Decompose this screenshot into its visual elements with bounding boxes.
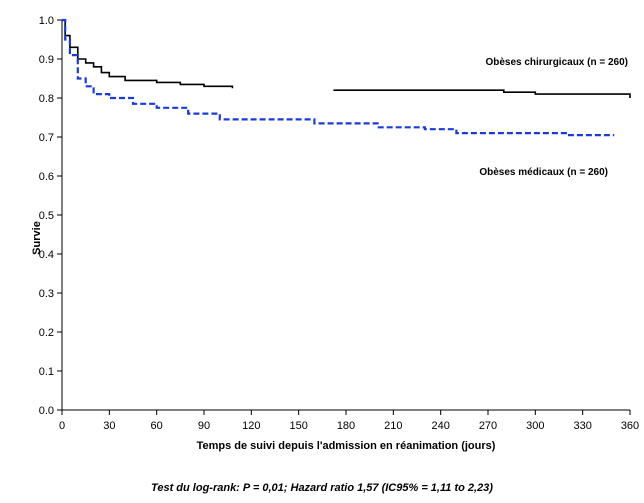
x-axis-title: Temps de suivi depuis l'admission en réa… xyxy=(197,440,496,452)
y-axis-title: Survie xyxy=(31,221,43,255)
y-tick-label: 0.0 xyxy=(39,405,54,417)
x-tick-label: 330 xyxy=(573,420,591,432)
y-tick-label: 0.1 xyxy=(39,366,54,378)
y-ticks: 0.0 0.1 0.2 0.3 0.4 0.5 0.6 0.7 0.8 0.9 1.0 xyxy=(39,15,62,417)
x-tick-label: 360 xyxy=(621,420,639,432)
log-rank-footnote: Test du log-rank: P = 0,01; Hazard ratio… xyxy=(151,482,493,494)
x-tick-label: 270 xyxy=(479,420,497,432)
series-line-0-segment-0 xyxy=(62,19,234,89)
series-label-chirurgicaux: Obèses chirurgicaux (n = 260) xyxy=(485,57,628,68)
x-tick-label: 210 xyxy=(384,420,402,432)
series-line-0-segment-1 xyxy=(333,89,631,98)
y-tick-label: 0.7 xyxy=(39,132,54,144)
y-tick-label: 0.5 xyxy=(39,210,54,222)
axes xyxy=(61,20,630,411)
series-layer xyxy=(62,18,631,137)
y-tick-label: 0.4 xyxy=(39,249,54,261)
y-tick-label: 0.2 xyxy=(39,327,54,339)
x-tick-label: 300 xyxy=(526,420,544,432)
x-tick-label: 0 xyxy=(59,420,65,432)
x-tick-label: 180 xyxy=(337,420,355,432)
y-tick-label: 0.3 xyxy=(39,288,54,300)
y-tick-label: 0.9 xyxy=(39,54,54,66)
x-tick-label: 120 xyxy=(242,420,260,432)
y-tick-label: 0.8 xyxy=(39,93,54,105)
x-ticks: 0 30 60 90 120 150 180 210 240 270 300 330 360 xyxy=(59,410,639,432)
x-tick-label: 240 xyxy=(431,420,449,432)
x-tick-label: 90 xyxy=(198,420,210,432)
series-label-medicaux: Obèses médicaux (n = 260) xyxy=(479,167,608,178)
x-tick-label: 30 xyxy=(103,420,115,432)
series-line-1-segment-0 xyxy=(62,18,615,137)
y-tick-label: 0.6 xyxy=(39,171,54,183)
x-tick-label: 150 xyxy=(289,420,307,432)
y-tick-label: 1.0 xyxy=(39,15,54,27)
x-tick-label: 60 xyxy=(151,420,163,432)
